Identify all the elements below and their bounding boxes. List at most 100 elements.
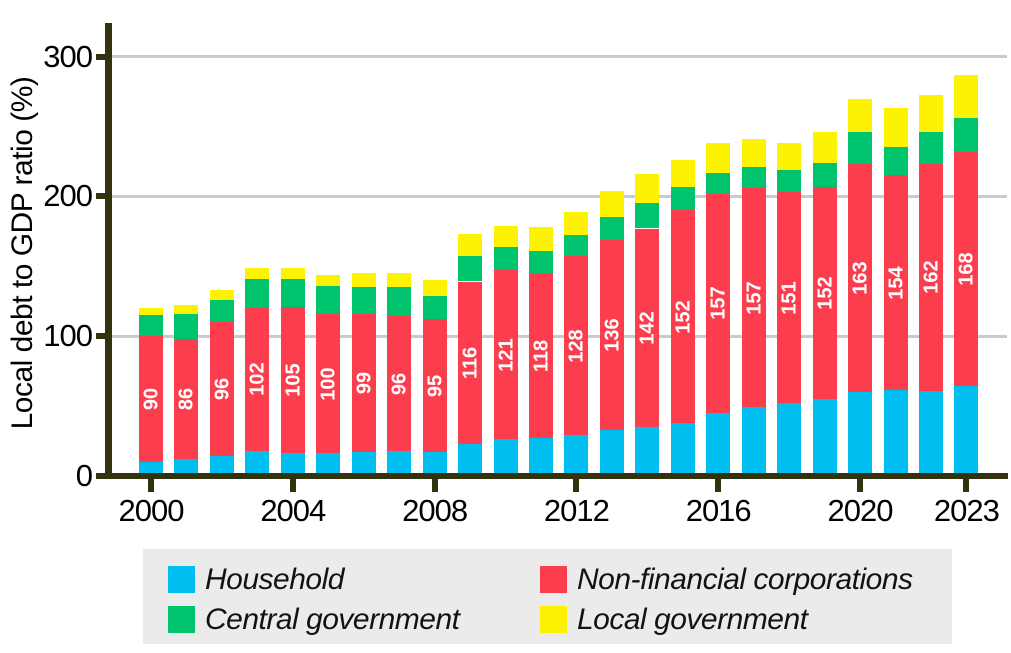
legend-swatch-nfc (540, 566, 567, 593)
segment-central_gov-2001 (174, 313, 199, 339)
segment-nfc-2010 (493, 270, 518, 440)
segment-central_gov-2004 (280, 278, 305, 307)
x-tick-2012 (573, 479, 580, 492)
segment-local_gov-2001 (174, 305, 199, 314)
bar-value-label-2006: 99 (353, 371, 376, 395)
bar-value-label-2019: 152 (814, 276, 837, 310)
segment-central_gov-2005 (316, 285, 341, 314)
segment-central_gov-2011 (529, 250, 553, 274)
bar-value-label-2022: 162 (920, 260, 943, 295)
segment-nfc-2017 (741, 187, 766, 408)
legend-swatch-local_gov (540, 606, 567, 633)
x-tick-2000 (148, 479, 154, 492)
segment-household-2019 (812, 398, 837, 474)
segment-local_gov-2006 (351, 273, 376, 288)
bar-value-label-2012: 128 (565, 329, 588, 363)
segment-local_gov-2019 (812, 132, 837, 163)
segment-local_gov-2016 (706, 143, 731, 173)
y-axis-title: Local debt to GDP ratio (%) (6, 76, 39, 430)
segment-household-2005 (316, 453, 341, 473)
x-tick-label-2016: 2016 (685, 493, 752, 528)
bar-2016 (706, 143, 731, 473)
segment-central_gov-2009 (458, 256, 483, 282)
segment-nfc-2006 (351, 313, 376, 452)
segment-central_gov-2013 (599, 217, 624, 240)
segment-central_gov-2008 (422, 295, 447, 320)
bar-value-label-2000: 90 (140, 387, 163, 411)
bar-value-label-2003: 102 (246, 362, 269, 397)
segment-central_gov-2003 (245, 278, 270, 309)
x-tick-label-2020: 2020 (827, 493, 894, 528)
segment-nfc-2015 (670, 210, 695, 423)
segment-household-2001 (174, 458, 199, 473)
segment-local_gov-2017 (741, 139, 766, 167)
segment-nfc-2002 (209, 322, 234, 457)
segment-nfc-2019 (812, 186, 837, 399)
segment-household-2008 (422, 451, 447, 473)
segment-nfc-2020 (848, 164, 872, 392)
segment-household-2020 (848, 391, 872, 473)
bar-value-label-2009: 116 (459, 346, 482, 379)
segment-local_gov-2023 (954, 74, 979, 119)
segment-nfc-2000 (139, 335, 163, 462)
segment-central_gov-2007 (387, 287, 412, 317)
bar-2014 (635, 174, 660, 473)
x-tick-2016 (715, 479, 722, 492)
segment-household-2015 (670, 422, 695, 473)
segment-household-2002 (209, 456, 234, 473)
legend-swatch-central_gov (168, 606, 195, 633)
bar-value-label-2020: 163 (849, 261, 872, 295)
bar-value-label-2018: 151 (778, 281, 801, 315)
segment-nfc-2004 (280, 306, 305, 454)
segment-local_gov-2021 (883, 108, 908, 148)
segment-central_gov-2002 (209, 299, 234, 323)
segment-central_gov-2010 (493, 246, 518, 271)
segment-household-2010 (493, 439, 518, 473)
segment-central_gov-2023 (954, 118, 979, 152)
segment-household-2023 (954, 386, 979, 473)
segment-nfc-2013 (599, 239, 624, 430)
bar-2006 (351, 273, 376, 473)
bar-2011 (529, 227, 553, 473)
legend-swatch-household (168, 566, 195, 593)
bar-value-label-2011: 118 (530, 339, 553, 372)
segment-nfc-2023 (954, 151, 979, 387)
segment-central_gov-2006 (351, 287, 376, 314)
legend-label-local_gov: Local government (577, 603, 808, 636)
segment-nfc-2016 (706, 193, 731, 413)
y-tick-label-100: 100 (43, 318, 93, 354)
bar-2018 (777, 143, 802, 473)
bar-value-label-2001: 86 (175, 387, 198, 411)
bar-value-label-2017: 157 (743, 281, 766, 315)
bar-value-label-2007: 96 (388, 372, 411, 395)
segment-household-2021 (883, 390, 908, 473)
x-tick-label-2023: 2023 (933, 493, 1000, 528)
x-tick-label-2012: 2012 (543, 493, 610, 528)
segment-local_gov-2002 (209, 290, 234, 300)
segment-central_gov-2020 (848, 132, 872, 165)
segment-household-2014 (635, 426, 660, 473)
segment-nfc-2009 (458, 281, 483, 444)
y-tick-200 (96, 193, 106, 200)
segment-local_gov-2018 (777, 143, 802, 170)
segment-local_gov-2007 (387, 273, 412, 288)
bar-value-label-2008: 95 (424, 374, 447, 397)
y-tick-100 (96, 333, 106, 340)
bar-2019 (812, 132, 837, 474)
segment-household-2017 (741, 407, 766, 473)
bar-2003 (245, 267, 270, 473)
bar-2012 (564, 211, 589, 474)
bar-value-label-2005: 100 (317, 366, 340, 401)
bar-value-label-2023: 168 (955, 252, 978, 286)
y-tick-label-0: 0 (75, 457, 93, 493)
segment-nfc-2022 (918, 164, 943, 391)
legend-label-household: Household (205, 563, 344, 596)
segment-central_gov-2015 (670, 186, 695, 211)
legend-label-central_gov: Central government (205, 603, 460, 636)
segment-central_gov-2017 (741, 166, 766, 188)
x-tick-2020 (857, 479, 863, 492)
segment-central_gov-2019 (812, 162, 837, 187)
x-tick-label-2008: 2008 (402, 493, 468, 528)
segment-central_gov-2018 (777, 169, 802, 193)
